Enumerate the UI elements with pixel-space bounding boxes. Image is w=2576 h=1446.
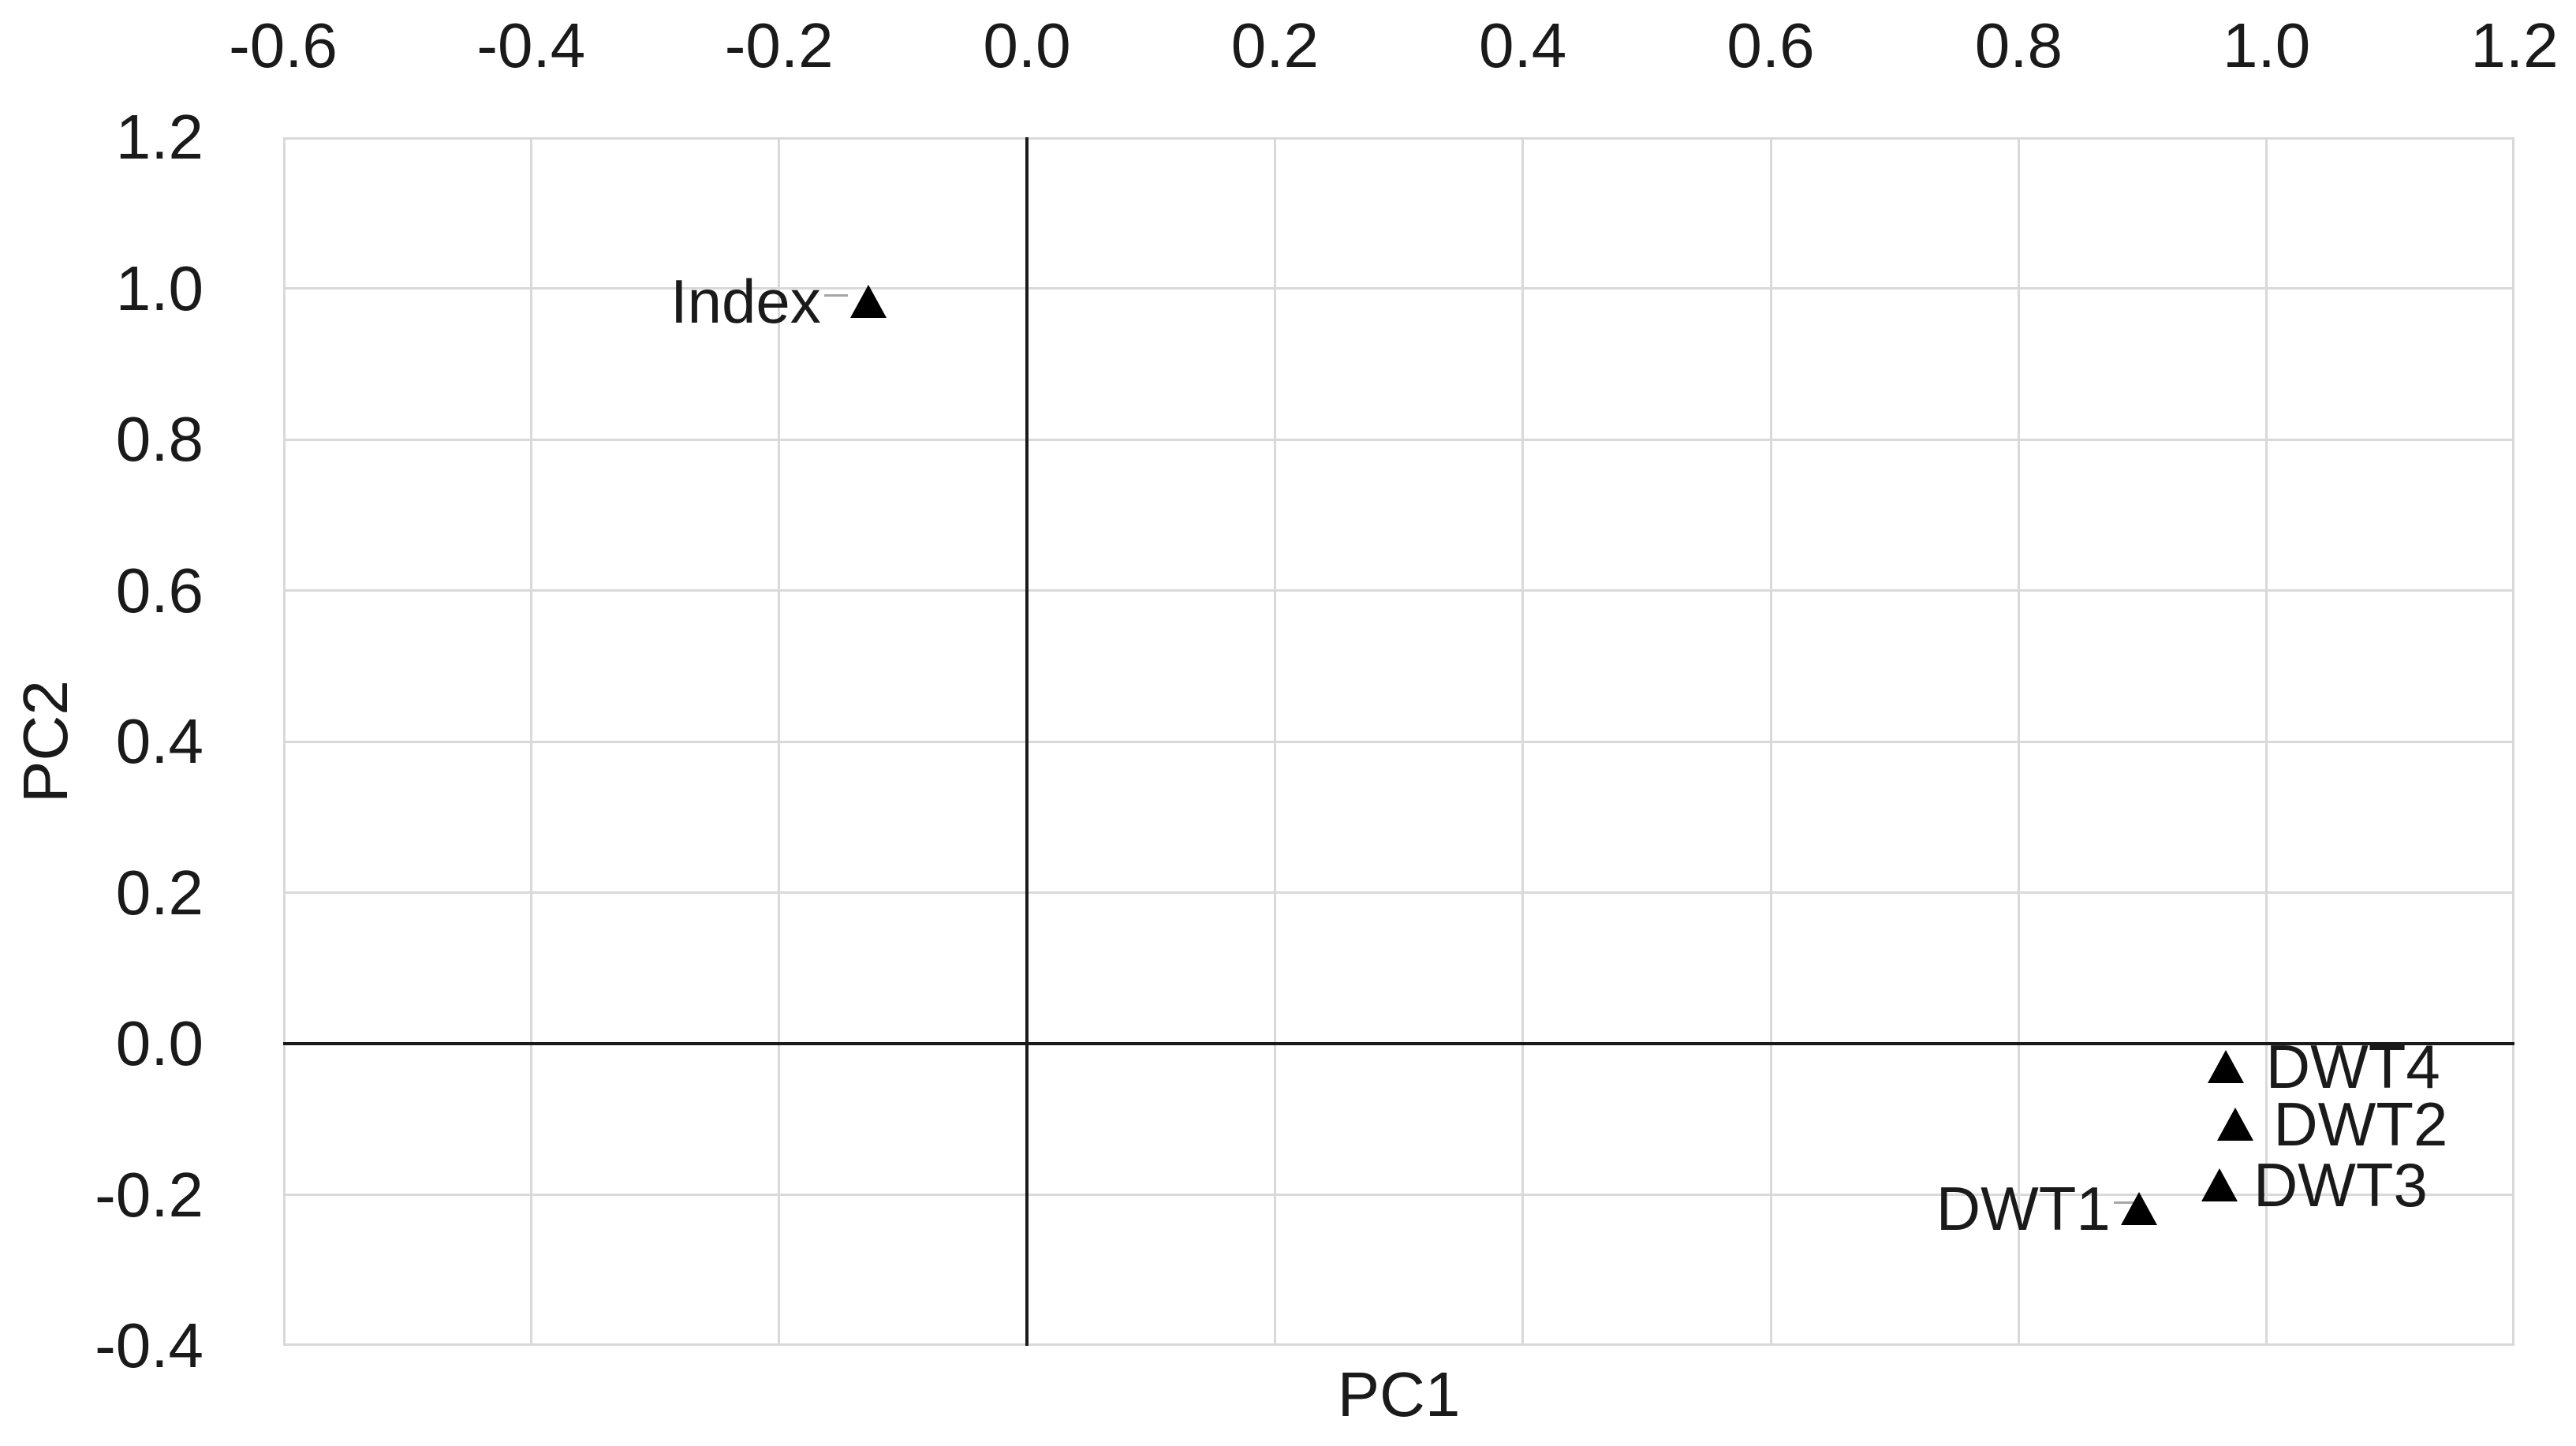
gridline-horizontal-0.4 — [283, 740, 2514, 743]
data-marker-DWT2 — [2217, 1108, 2254, 1141]
gridline-horizontal-0.2 — [283, 891, 2514, 894]
y-tick-label-0.6: 0.6 — [115, 555, 203, 626]
y-zero-axis-line — [283, 1042, 2514, 1045]
gridline-horizontal-1.0 — [283, 287, 2514, 290]
y-tick-label--0.2: -0.2 — [95, 1159, 203, 1230]
x-tick-label-0.0: 0.0 — [983, 10, 1071, 80]
x-zero-axis-line — [1025, 137, 1029, 1346]
y-tick-label-0.0: 0.0 — [115, 1008, 203, 1078]
point-label-DWT2: DWT2 — [2273, 1089, 2448, 1160]
y-tick-label--0.4: -0.4 — [95, 1310, 203, 1381]
x-tick-label-1.2: 1.2 — [2470, 10, 2559, 80]
y-tick-label-0.4: 0.4 — [115, 706, 203, 776]
gridline-horizontal--0.2 — [283, 1194, 2514, 1196]
label-leader-line-Index — [823, 293, 848, 297]
data-marker-DWT4 — [2207, 1049, 2244, 1083]
y-tick-label-0.8: 0.8 — [115, 404, 203, 474]
data-marker-DWT1 — [2120, 1191, 2157, 1225]
x-tick-label-1.0: 1.0 — [2223, 10, 2311, 80]
x-axis-title: PC1 — [1337, 1359, 1461, 1429]
gridline-horizontal-0.8 — [283, 438, 2514, 441]
x-tick-label-0.2: 0.2 — [1230, 10, 1319, 80]
data-marker-Index — [849, 284, 887, 318]
y-tick-label-0.2: 0.2 — [115, 857, 203, 928]
gridline-horizontal-0.6 — [283, 589, 2514, 592]
y-tick-label-1.0: 1.0 — [115, 252, 203, 323]
x-tick-label-0.8: 0.8 — [1974, 10, 2063, 80]
data-marker-DWT3 — [2201, 1168, 2238, 1202]
y-tick-label-1.2: 1.2 — [115, 102, 203, 172]
x-tick-label--0.6: -0.6 — [229, 10, 338, 80]
point-label-DWT4: DWT4 — [2265, 1031, 2440, 1101]
plot-area-border — [283, 137, 2514, 1346]
point-label-DWT1: DWT1 — [1936, 1173, 2111, 1243]
point-label-Index: Index — [670, 266, 821, 336]
x-tick-label-0.6: 0.6 — [1727, 10, 1815, 80]
x-tick-label--0.4: -0.4 — [476, 10, 586, 80]
x-tick-label-0.4: 0.4 — [1479, 10, 1567, 80]
x-tick-label--0.2: -0.2 — [724, 10, 834, 80]
point-label-DWT3: DWT3 — [2253, 1150, 2428, 1220]
